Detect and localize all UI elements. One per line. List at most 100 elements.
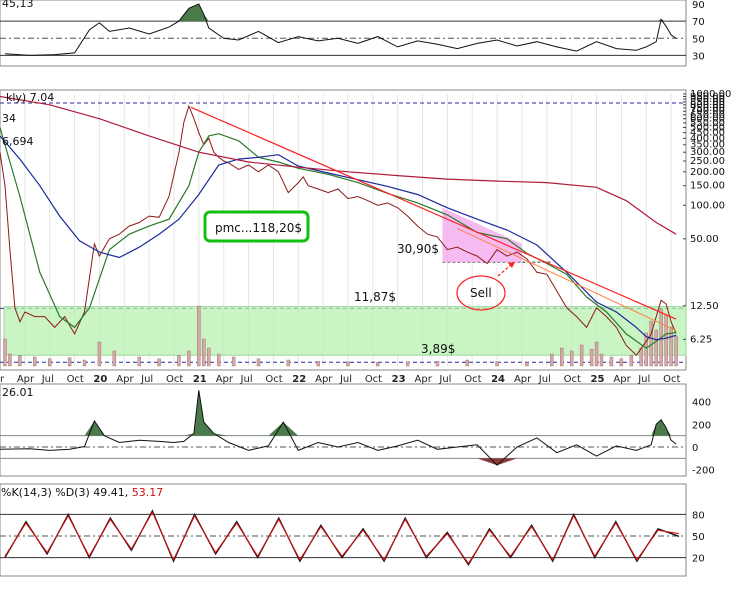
x-tick-label: Apr bbox=[514, 374, 532, 385]
volume-bar bbox=[82, 359, 87, 367]
price-ytick-label: 100.00 bbox=[690, 200, 725, 211]
price-ytick-label: 300.00 bbox=[690, 147, 725, 158]
stochastic-panel bbox=[0, 483, 687, 577]
x-tick-label: 24 bbox=[491, 374, 505, 385]
price-ytick-label: 400.00 bbox=[690, 133, 725, 144]
price-left-label-2: 6,694 bbox=[2, 135, 34, 148]
x-tick-label: Jul bbox=[538, 374, 551, 385]
stoch-d-line bbox=[4, 510, 680, 565]
volume-bar bbox=[594, 341, 599, 367]
x-tick-label: Oct bbox=[663, 374, 680, 385]
x-tick-label: 25 bbox=[591, 374, 605, 385]
stoch-title: %K(14,3) %D(3) 49.41, 53.17 bbox=[1, 486, 163, 499]
pmc-box bbox=[203, 210, 310, 243]
x-tick-label: Oct bbox=[564, 374, 581, 385]
volume-bar bbox=[609, 356, 614, 367]
price-ytick-label: 800.00 bbox=[690, 100, 725, 111]
pmc-label: pmc...118,20$ bbox=[215, 221, 302, 235]
x-tick-label-first: r bbox=[0, 374, 5, 385]
price-ytick-label: 12.50 bbox=[690, 301, 719, 312]
volume-bar bbox=[157, 358, 161, 367]
level-1187-label: 11,87$ bbox=[354, 290, 396, 304]
x-tick-label: Apr bbox=[116, 374, 134, 385]
x-tick-label: Jul bbox=[140, 374, 153, 385]
x-tick-label: Oct bbox=[67, 374, 84, 385]
x-tick-label: Jul bbox=[41, 374, 54, 385]
x-tick-label: Jul bbox=[240, 374, 253, 385]
rsi-ytick-label: 90 bbox=[692, 0, 705, 11]
volume-bar bbox=[3, 338, 7, 367]
volume-bar bbox=[619, 358, 624, 367]
x-tick-label: Oct bbox=[166, 374, 183, 385]
price-ytick-label: 450.00 bbox=[690, 128, 725, 139]
green-zone bbox=[3, 306, 687, 356]
x-tick-label: 20 bbox=[93, 374, 107, 385]
x-tick-label: Jul bbox=[637, 374, 650, 385]
price-ytick-label: 900.00 bbox=[690, 94, 725, 105]
x-tick-label: 23 bbox=[392, 374, 406, 385]
momentum-neg-fill bbox=[0, 458, 677, 466]
x-tick-label: Apr bbox=[613, 374, 631, 385]
volume-bar bbox=[217, 353, 221, 367]
volume-bar bbox=[67, 357, 72, 367]
price-ytick-label: 1000.00 bbox=[690, 89, 731, 100]
price-ytick-label: 650.00 bbox=[690, 110, 725, 121]
rsi-partial-label: 45,13 bbox=[2, 0, 34, 10]
volume-bar bbox=[629, 355, 634, 367]
volume-bar bbox=[197, 305, 201, 367]
volume-bar bbox=[316, 361, 320, 367]
price-title: kly) 7.04 bbox=[6, 91, 54, 104]
volume-bar bbox=[33, 356, 37, 367]
x-tick-label: Jul bbox=[438, 374, 451, 385]
volume-bar bbox=[525, 362, 529, 367]
stoch-ytick-label: 20 bbox=[692, 554, 705, 565]
volume-bar bbox=[346, 361, 350, 367]
volume-bar bbox=[8, 353, 12, 367]
x-tick-label: Oct bbox=[265, 374, 282, 385]
volume-bar bbox=[376, 362, 380, 367]
x-tick-label: Apr bbox=[315, 374, 333, 385]
volume-bar bbox=[550, 353, 554, 367]
volume-bar bbox=[48, 358, 52, 367]
volume-bar bbox=[187, 350, 191, 367]
volume-bar bbox=[560, 347, 564, 367]
volume-bar bbox=[207, 347, 211, 367]
volume-bar bbox=[18, 355, 22, 367]
volume-bar bbox=[256, 358, 261, 367]
series-ma-short bbox=[0, 127, 677, 349]
trendline bbox=[190, 106, 677, 320]
volume-bar bbox=[202, 338, 206, 367]
x-tick-label: Apr bbox=[415, 374, 433, 385]
price-ytick-label: 500.00 bbox=[690, 123, 725, 134]
sell-label: Sell bbox=[470, 286, 492, 300]
momentum-ytick-label: 200 bbox=[692, 420, 711, 431]
volume-bar bbox=[112, 350, 117, 367]
momentum-partial-label: 26.01 bbox=[2, 386, 34, 399]
volume-bar bbox=[286, 359, 291, 367]
level-3090-label: 30,90$ bbox=[397, 242, 439, 256]
stoch-ytick-label: 50 bbox=[692, 532, 705, 543]
volume-bar bbox=[97, 341, 102, 367]
volume-bar bbox=[435, 361, 440, 367]
sell-arrowhead bbox=[508, 262, 515, 268]
rsi-panel bbox=[0, 0, 687, 67]
price-ytick-label: 50.00 bbox=[690, 234, 719, 245]
volume-bar bbox=[231, 356, 236, 367]
momentum-ytick-label: 0 bbox=[692, 443, 698, 454]
volume-bar bbox=[137, 356, 141, 367]
price-ytick-label: 250.00 bbox=[690, 156, 725, 167]
level-389-label: 3,89$ bbox=[421, 342, 455, 356]
price-ytick-label: 850.00 bbox=[690, 97, 725, 108]
rsi-ytick-label: 30 bbox=[692, 51, 705, 62]
volume-bar bbox=[589, 349, 594, 367]
price-ytick-label: 350.00 bbox=[690, 140, 725, 151]
stoch-ytick-label: 80 bbox=[692, 510, 705, 521]
x-tick-label: Apr bbox=[216, 374, 234, 385]
x-tick-label: 22 bbox=[292, 374, 306, 385]
volume-bar bbox=[654, 329, 658, 367]
x-tick-label: Oct bbox=[365, 374, 382, 385]
sell-circle bbox=[456, 275, 506, 311]
stoch-title-d: 53.17 bbox=[132, 486, 164, 499]
axis-ticks: 30 50 70 90 6.25 12.50 50.00 100.00 150.00 200.00… bbox=[0, 0, 731, 565]
